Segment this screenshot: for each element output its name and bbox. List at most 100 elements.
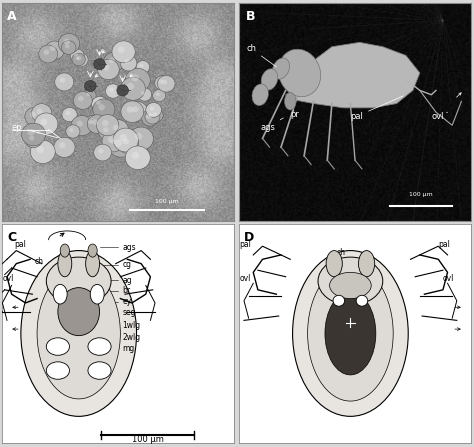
Circle shape: [139, 64, 144, 67]
Circle shape: [55, 73, 74, 91]
Ellipse shape: [358, 251, 374, 277]
Circle shape: [65, 44, 69, 48]
Circle shape: [141, 91, 146, 95]
Circle shape: [124, 59, 129, 64]
Text: 100 µm: 100 µm: [409, 192, 433, 197]
Circle shape: [159, 80, 164, 84]
Circle shape: [30, 112, 36, 118]
Text: pr: pr: [290, 110, 299, 118]
Circle shape: [108, 120, 128, 139]
Circle shape: [36, 131, 41, 134]
Circle shape: [103, 64, 109, 71]
Circle shape: [156, 93, 160, 96]
Circle shape: [54, 137, 75, 157]
Circle shape: [356, 295, 368, 306]
Circle shape: [149, 114, 153, 118]
Circle shape: [157, 76, 175, 92]
Circle shape: [71, 115, 92, 136]
Circle shape: [117, 85, 128, 96]
Circle shape: [121, 101, 144, 122]
Text: pal: pal: [239, 240, 251, 249]
Circle shape: [60, 77, 65, 83]
Circle shape: [98, 59, 119, 80]
Circle shape: [135, 133, 142, 140]
Circle shape: [27, 129, 35, 135]
Circle shape: [78, 96, 84, 101]
Circle shape: [120, 77, 146, 100]
Circle shape: [112, 41, 135, 63]
Ellipse shape: [318, 257, 383, 305]
Circle shape: [153, 112, 157, 116]
Circle shape: [62, 107, 77, 122]
Circle shape: [102, 120, 109, 126]
Circle shape: [127, 101, 148, 121]
Circle shape: [102, 131, 124, 152]
Circle shape: [150, 106, 155, 111]
Circle shape: [123, 139, 129, 144]
Ellipse shape: [37, 268, 120, 399]
Text: mg: mg: [123, 344, 135, 353]
Circle shape: [25, 131, 42, 148]
Ellipse shape: [46, 257, 111, 305]
Ellipse shape: [273, 58, 290, 79]
Ellipse shape: [329, 272, 371, 299]
Text: B: B: [246, 10, 256, 23]
Text: ch: ch: [246, 44, 276, 67]
Text: cg: cg: [123, 260, 132, 269]
Ellipse shape: [326, 251, 342, 277]
Ellipse shape: [292, 251, 408, 416]
Circle shape: [93, 99, 115, 120]
Circle shape: [145, 110, 160, 124]
Ellipse shape: [88, 244, 97, 257]
Text: ep: ep: [12, 122, 57, 138]
Circle shape: [103, 127, 109, 132]
Circle shape: [40, 118, 47, 125]
Circle shape: [77, 56, 81, 60]
Text: 100 µm: 100 µm: [155, 199, 179, 204]
Circle shape: [29, 135, 34, 140]
Circle shape: [30, 140, 55, 164]
Circle shape: [142, 110, 159, 126]
Circle shape: [119, 134, 127, 141]
Circle shape: [125, 146, 150, 169]
Circle shape: [108, 133, 134, 157]
Ellipse shape: [21, 251, 137, 416]
Ellipse shape: [278, 49, 321, 97]
Circle shape: [146, 114, 151, 119]
Circle shape: [155, 76, 171, 90]
Ellipse shape: [46, 362, 70, 379]
Text: ovl: ovl: [2, 274, 14, 283]
Circle shape: [32, 104, 52, 122]
Circle shape: [96, 114, 119, 136]
Circle shape: [36, 109, 43, 114]
Circle shape: [92, 119, 98, 125]
Circle shape: [88, 119, 93, 124]
Circle shape: [149, 109, 163, 122]
Circle shape: [115, 139, 122, 147]
Circle shape: [118, 134, 139, 153]
Circle shape: [120, 55, 137, 71]
Text: ag: ag: [123, 275, 132, 285]
Ellipse shape: [308, 266, 393, 401]
Circle shape: [94, 144, 111, 161]
Circle shape: [73, 92, 92, 110]
Circle shape: [103, 52, 124, 72]
Circle shape: [110, 139, 115, 144]
Ellipse shape: [86, 251, 100, 277]
Ellipse shape: [261, 69, 278, 90]
Circle shape: [136, 60, 150, 73]
Circle shape: [132, 106, 138, 112]
Circle shape: [98, 148, 103, 153]
Ellipse shape: [60, 244, 70, 257]
Circle shape: [96, 100, 100, 105]
Text: seg: seg: [123, 308, 136, 317]
Ellipse shape: [88, 338, 111, 355]
Text: 100 µm: 100 µm: [132, 435, 164, 444]
Circle shape: [132, 152, 139, 159]
Circle shape: [94, 59, 105, 70]
Circle shape: [98, 104, 105, 110]
Circle shape: [66, 111, 70, 115]
Circle shape: [153, 89, 165, 102]
Circle shape: [83, 89, 96, 101]
Text: ovl: ovl: [239, 274, 251, 283]
